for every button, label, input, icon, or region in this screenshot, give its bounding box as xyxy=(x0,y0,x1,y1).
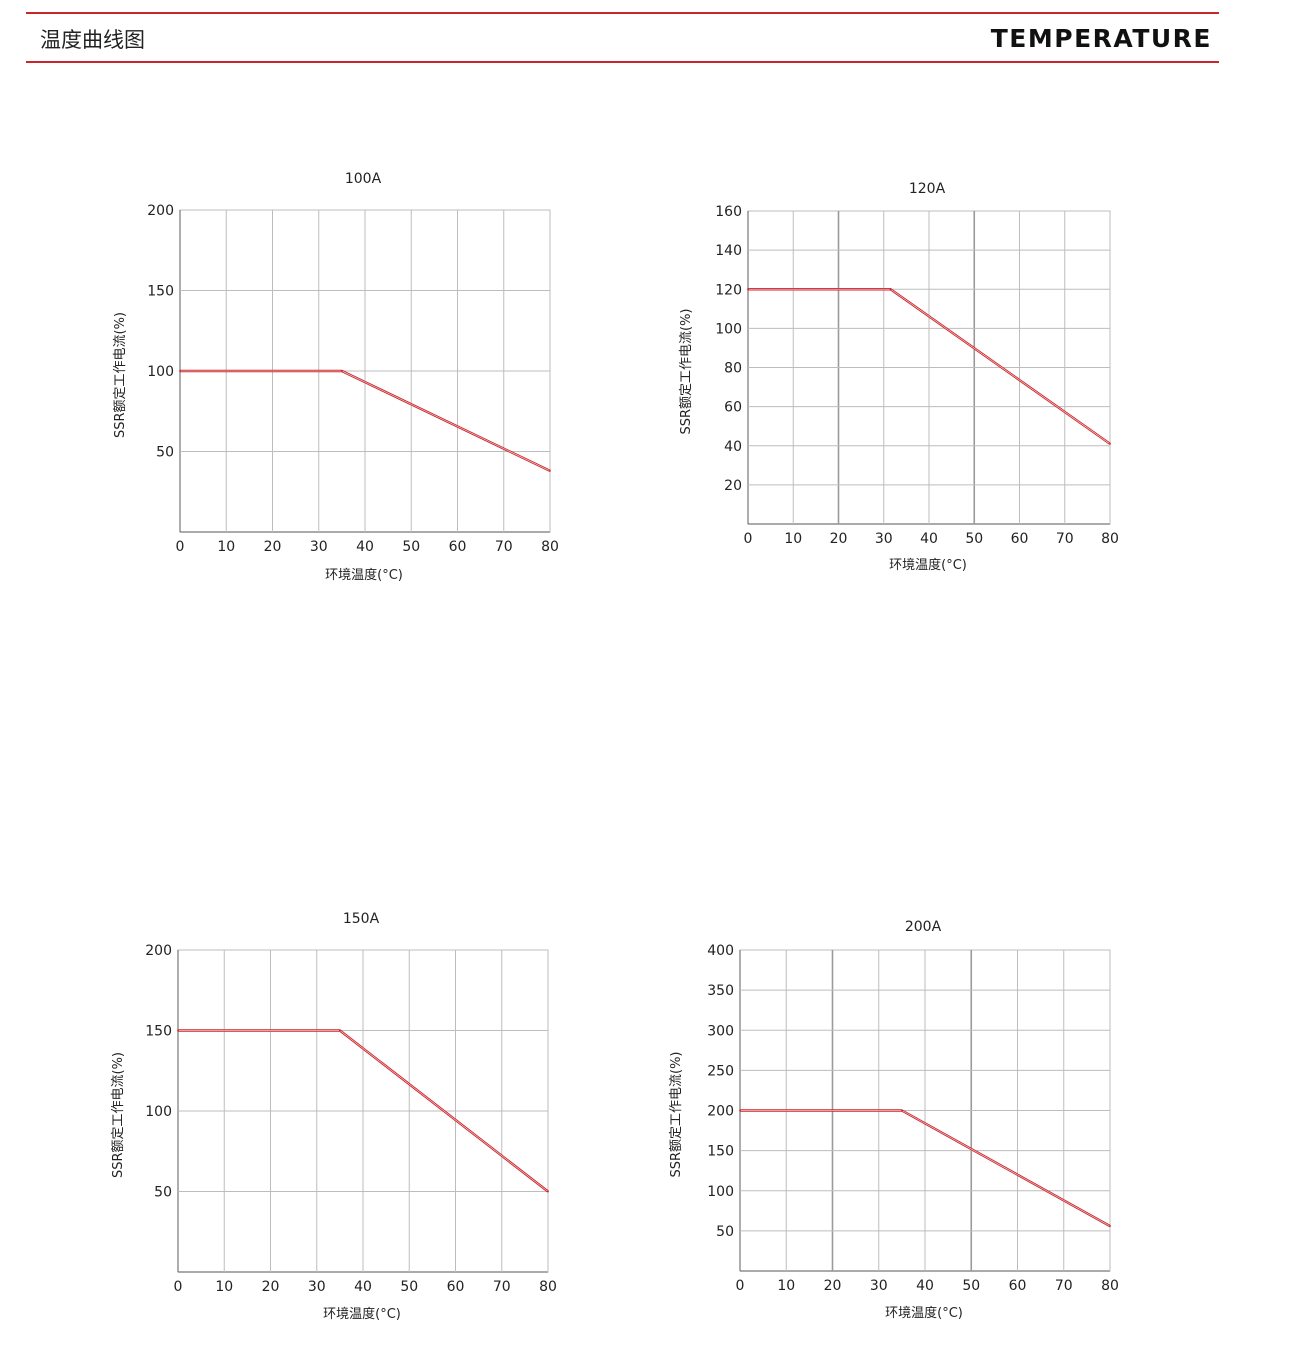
x-tick-label: 30 xyxy=(870,1278,888,1294)
x-tick-label: 20 xyxy=(830,531,848,547)
series-point xyxy=(1109,442,1111,445)
series-point xyxy=(179,370,181,372)
x-tick-label: 80 xyxy=(541,539,559,555)
y-tick-label: 200 xyxy=(707,1104,734,1120)
x-tick-label: 70 xyxy=(1055,1278,1073,1294)
x-tick-label: 0 xyxy=(176,539,185,555)
x-tick-label: 30 xyxy=(308,1279,326,1295)
x-axis-label: 环境温度(°C) xyxy=(323,1306,401,1322)
y-tick-label: 200 xyxy=(145,943,172,959)
x-tick-label: 80 xyxy=(539,1279,557,1295)
y-tick-label: 50 xyxy=(154,1185,172,1201)
y-tick-label: 400 xyxy=(707,943,734,959)
chart-title: 100A xyxy=(345,171,382,187)
y-tick-label: 100 xyxy=(145,1104,172,1120)
x-tick-label: 10 xyxy=(215,1279,233,1295)
series-point xyxy=(747,288,749,291)
y-tick-label: 100 xyxy=(707,1184,734,1200)
y-axis-label: SSR额定工作电流(%) xyxy=(679,308,694,434)
y-tick-label: 160 xyxy=(715,204,742,220)
x-tick-label: 60 xyxy=(1009,1278,1027,1294)
x-tick-label: 50 xyxy=(962,1278,980,1294)
chart-title: 200A xyxy=(905,919,942,935)
x-tick-label: 80 xyxy=(1101,1278,1119,1294)
header-bottom-rule xyxy=(26,61,1219,63)
series-point xyxy=(1109,1225,1111,1227)
x-tick-label: 30 xyxy=(875,531,893,547)
y-tick-label: 140 xyxy=(715,243,742,259)
x-tick-label: 0 xyxy=(736,1278,745,1294)
y-axis-label: SSR额定工作电流(%) xyxy=(669,1051,684,1177)
series-point xyxy=(547,1190,549,1193)
series-point xyxy=(739,1109,741,1112)
header-top-rule xyxy=(26,12,1219,14)
chart-2: 0 10 20 30 40 50 60 70 80 50 100 150 200 150A 环境温度(°C)… xyxy=(111,911,557,1322)
series-point xyxy=(177,1029,179,1032)
y-tick-label: 150 xyxy=(707,1144,734,1160)
header-title-en: TEMPERATURE xyxy=(990,24,1212,53)
x-axis-label: 环境温度(°C) xyxy=(889,557,967,573)
x-tick-label: 50 xyxy=(400,1279,418,1295)
x-tick-label: 40 xyxy=(916,1278,934,1294)
chart-title: 120A xyxy=(909,181,946,197)
x-tick-label: 0 xyxy=(174,1279,183,1295)
y-tick-label: 100 xyxy=(715,321,742,337)
x-axis-label: 环境温度(°C) xyxy=(325,567,403,583)
chart-title: 150A xyxy=(343,911,380,927)
x-tick-label: 20 xyxy=(824,1278,842,1294)
x-tick-label: 10 xyxy=(217,539,235,555)
series-point xyxy=(549,469,551,472)
chart-3: 0 10 20 30 40 50 60 70 80 50 100 150 200 250 300 350 400… xyxy=(669,919,1119,1321)
y-tick-label: 120 xyxy=(715,282,742,298)
y-tick-label: 40 xyxy=(724,439,742,455)
y-tick-label: 20 xyxy=(724,478,742,494)
y-tick-label: 100 xyxy=(147,364,174,380)
y-tick-label: 80 xyxy=(724,361,742,377)
x-tick-label: 10 xyxy=(777,1278,795,1294)
x-tick-label: 20 xyxy=(264,539,282,555)
x-tick-label: 60 xyxy=(449,539,467,555)
x-tick-label: 70 xyxy=(1056,531,1074,547)
x-tick-label: 70 xyxy=(493,1279,511,1295)
x-tick-label: 50 xyxy=(965,531,983,547)
y-tick-label: 60 xyxy=(724,400,742,416)
series-point xyxy=(340,370,343,372)
y-axis-label: SSR额定工作电流(%) xyxy=(113,312,128,438)
y-tick-label: 250 xyxy=(707,1063,734,1079)
x-tick-label: 60 xyxy=(447,1279,465,1295)
y-tick-label: 300 xyxy=(707,1023,734,1039)
y-tick-label: 350 xyxy=(707,983,734,999)
x-tick-label: 50 xyxy=(402,539,420,555)
x-axis-label: 环境温度(°C) xyxy=(885,1305,963,1321)
header-title-cn: 温度曲线图 xyxy=(40,28,145,52)
x-tick-label: 20 xyxy=(262,1279,280,1295)
x-tick-label: 0 xyxy=(744,531,753,547)
y-tick-label: 150 xyxy=(145,1024,172,1040)
x-tick-label: 40 xyxy=(356,539,374,555)
y-tick-label: 50 xyxy=(156,445,174,461)
x-tick-label: 10 xyxy=(784,531,802,547)
series-point xyxy=(889,288,892,291)
series-point xyxy=(900,1109,903,1112)
chart-1: 0 10 20 30 40 50 60 70 80 20 40 60 80 100 120 140 160 120… xyxy=(679,181,1119,573)
y-tick-label: 200 xyxy=(147,203,174,219)
x-tick-label: 80 xyxy=(1101,531,1119,547)
x-tick-label: 60 xyxy=(1011,531,1029,547)
y-axis-label: SSR额定工作电流(%) xyxy=(111,1052,126,1178)
x-tick-label: 70 xyxy=(495,539,513,555)
x-tick-label: 30 xyxy=(310,539,328,555)
x-tick-label: 40 xyxy=(920,531,938,547)
chart-0: 0 10 20 30 40 50 60 70 80 50 100 150 200 100A 环境温度(°C)… xyxy=(113,171,559,583)
x-tick-label: 40 xyxy=(354,1279,372,1295)
y-tick-label: 150 xyxy=(147,284,174,300)
series-point xyxy=(338,1029,341,1032)
y-tick-label: 50 xyxy=(716,1224,734,1240)
